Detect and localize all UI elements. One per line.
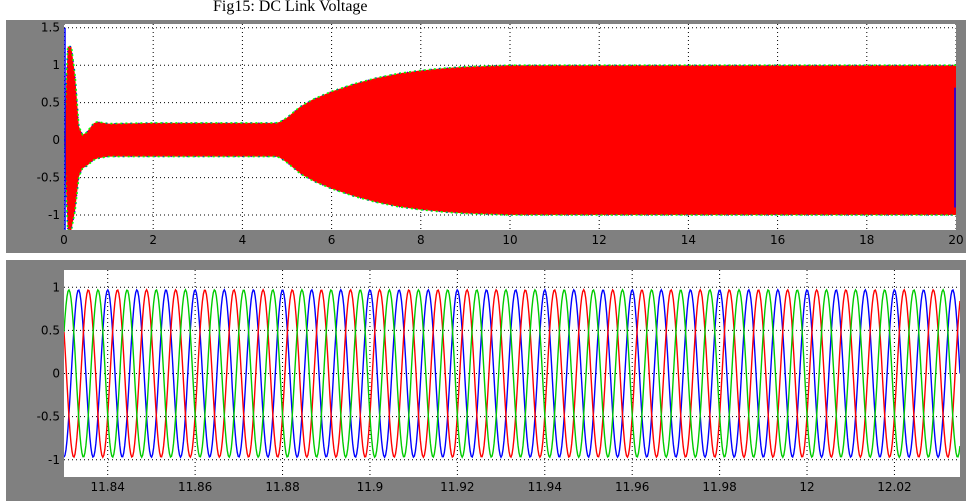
x-tick-label: 12	[799, 480, 814, 494]
x-tick-label: 11.9	[357, 480, 384, 494]
x-tick-label: 18	[859, 233, 874, 247]
blue-edge-upper	[64, 46, 956, 141]
x-tick-label: 0	[60, 233, 68, 247]
x-tick-label: 14	[681, 233, 696, 247]
x-tick-label: 11.96	[615, 480, 649, 494]
x-tick-label: 12.02	[877, 480, 911, 494]
y-tick-label: 1	[52, 280, 60, 294]
y-tick-label: -0.5	[37, 171, 60, 185]
phase-wave-2	[64, 288, 960, 459]
y-tick-label: 0.5	[41, 323, 60, 337]
x-tick-label: 6	[328, 233, 336, 247]
x-tick-label: 8	[417, 233, 425, 247]
x-tick-label: 2	[149, 233, 157, 247]
blue-edge-lower	[64, 140, 956, 230]
x-tick-label: 11.94	[528, 480, 562, 494]
phase-wave-1	[64, 288, 960, 459]
plot-content	[64, 270, 960, 477]
figure-caption: Fig15: DC Link Voltage	[213, 0, 368, 15]
x-tick-label: 11.88	[265, 480, 299, 494]
phase-wave-3	[64, 288, 960, 459]
y-tick-label: -0.5	[37, 410, 60, 424]
x-tick-label: 20	[948, 233, 963, 247]
x-tick-label: 11.86	[178, 480, 212, 494]
x-tick-label: 10	[502, 233, 517, 247]
dc-link-envelope	[64, 46, 956, 230]
y-tick-label: -1	[48, 208, 60, 222]
x-tick-label: 4	[239, 233, 247, 247]
x-tick-label: 16	[770, 233, 785, 247]
y-tick-label: 0.5	[41, 96, 60, 110]
y-tick-label: 0	[52, 133, 60, 147]
green-edge-upper	[64, 45, 956, 141]
x-tick-label: 11.84	[91, 480, 125, 494]
three-phase-voltage-scope: 11.84 11.86 11.88 11.9 11.92 11.94 11.96 11.98 1…	[6, 260, 966, 501]
dc-link-voltage-chart: 0 2 4 6 8 10 12 14 16 18 20 -1 -0.5 0 0.5 1 1.5	[37, 21, 964, 247]
y-tick-label: 1	[52, 58, 60, 72]
x-tick-label: 11.92	[440, 480, 474, 494]
x-tick-label: 12	[592, 233, 607, 247]
dc-link-voltage-scope: 0 2 4 6 8 10 12 14 16 18 20 -1 -0.5 0 0.5 1 1.5	[6, 20, 966, 253]
y-tick-label: -1	[48, 453, 60, 467]
y-tick-label: 0	[52, 367, 60, 381]
x-tick-label: 11.98	[702, 480, 736, 494]
y-tick-label: 1.5	[41, 21, 60, 35]
plot-content	[64, 24, 956, 230]
three-phase-voltage-chart: 11.84 11.86 11.88 11.9 11.92 11.94 11.96 11.98 1…	[37, 270, 960, 494]
